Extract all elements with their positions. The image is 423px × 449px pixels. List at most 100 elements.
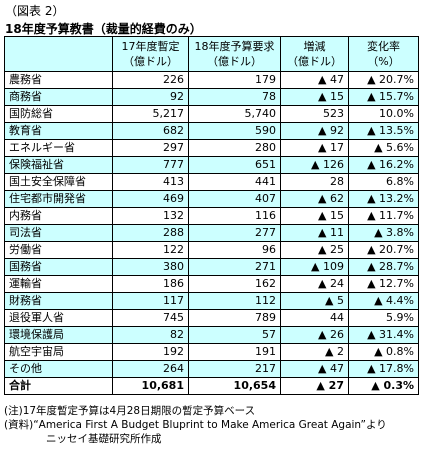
rate-cell: ▲ 0.8% bbox=[348, 343, 419, 361]
change-cell: ▲ 92 bbox=[280, 122, 349, 140]
fy17-cell: 82 bbox=[112, 326, 189, 344]
fy18-cell: 271 bbox=[188, 258, 281, 276]
change-cell: ▲ 15 bbox=[280, 207, 349, 225]
fy17-cell: 682 bbox=[112, 122, 189, 140]
fy18-cell: 789 bbox=[188, 309, 281, 327]
fy18-cell: 112 bbox=[188, 292, 281, 310]
department-cell: 労働省 bbox=[4, 241, 113, 259]
fy18-cell: 217 bbox=[188, 360, 281, 378]
header-row: 17年度暫定 （億ドル） 18年度予算要求 （億ドル） 増減 （億ドル） 変化率 （%） bbox=[4, 36, 419, 72]
table-row: 保険福祉省 777 651 ▲ 126 ▲ 16.2% bbox=[4, 156, 419, 174]
department-cell: エネルギー省 bbox=[4, 139, 113, 157]
fy17-cell: 777 bbox=[112, 156, 189, 174]
total-row: 合計 10,681 10,654 ▲ 27 ▲ 0.3% bbox=[4, 377, 419, 395]
rate-cell: ▲ 16.2% bbox=[348, 156, 419, 174]
rate-cell: ▲ 4.4% bbox=[348, 292, 419, 310]
header-fy18: 18年度予算要求 （億ドル） bbox=[188, 36, 281, 72]
department-cell: 国防総省 bbox=[4, 105, 113, 123]
change-cell: 44 bbox=[280, 309, 349, 327]
fy18-cell: 96 bbox=[188, 241, 281, 259]
rate-cell: ▲ 20.7% bbox=[348, 71, 419, 89]
table-row: エネルギー省 297 280 ▲ 17 ▲ 5.6% bbox=[4, 139, 419, 157]
change-cell: ▲ 11 bbox=[280, 224, 349, 242]
fy17-cell: 380 bbox=[112, 258, 189, 276]
fy18-cell: 651 bbox=[188, 156, 281, 174]
department-cell: 保険福祉省 bbox=[4, 156, 113, 174]
table-row: 労働省 122 96 ▲ 25 ▲ 20.7% bbox=[4, 241, 419, 259]
fy17-cell: 132 bbox=[112, 207, 189, 225]
table-row: その他 264 217 ▲ 47 ▲ 17.8% bbox=[4, 360, 419, 378]
table-row: 教育省 682 590 ▲ 92 ▲ 13.5% bbox=[4, 122, 419, 140]
department-cell: 環境保護局 bbox=[4, 326, 113, 344]
fy18-cell: 78 bbox=[188, 88, 281, 106]
rate-cell: ▲ 11.7% bbox=[348, 207, 419, 225]
fy18-cell: 5,740 bbox=[188, 105, 281, 123]
table-row: 商務省 92 78 ▲ 15 ▲ 15.7% bbox=[4, 88, 419, 106]
source-text-2: ニッセイ基礎研究所作成 bbox=[46, 433, 162, 445]
change-cell: ▲ 2 bbox=[280, 343, 349, 361]
change-cell: ▲ 27 bbox=[280, 377, 349, 395]
change-cell: ▲ 47 bbox=[280, 360, 349, 378]
note-text: (注)17年度暫定予算は4月28日期限の暫定予算ベース bbox=[4, 405, 256, 417]
change-cell: 523 bbox=[280, 105, 349, 123]
rate-cell: 6.8% bbox=[348, 173, 419, 191]
rate-cell: 10.0% bbox=[348, 105, 419, 123]
table-row: 退役軍人省 745 789 44 5.9% bbox=[4, 309, 419, 327]
fy18-cell: 441 bbox=[188, 173, 281, 191]
rate-cell: ▲ 28.7% bbox=[348, 258, 419, 276]
fy17-cell: 297 bbox=[112, 139, 189, 157]
department-cell: 商務省 bbox=[4, 88, 113, 106]
department-cell: 内務省 bbox=[4, 207, 113, 225]
department-cell: 農務省 bbox=[4, 71, 113, 89]
fy17-cell: 745 bbox=[112, 309, 189, 327]
department-cell: 退役軍人省 bbox=[4, 309, 113, 327]
fy17-cell: 264 bbox=[112, 360, 189, 378]
rate-cell: 5.9% bbox=[348, 309, 419, 327]
department-cell: 航空宇宙局 bbox=[4, 343, 113, 361]
table-row: 司法省 288 277 ▲ 11 ▲ 3.8% bbox=[4, 224, 419, 242]
rate-cell: ▲ 17.8% bbox=[348, 360, 419, 378]
rate-cell: ▲ 13.2% bbox=[348, 190, 419, 208]
table-row: 財務省 117 112 ▲ 5 ▲ 4.4% bbox=[4, 292, 419, 310]
table-row: 環境保護局 82 57 ▲ 26 ▲ 31.4% bbox=[4, 326, 419, 344]
header-fy17: 17年度暫定 （億ドル） bbox=[112, 36, 189, 72]
fy17-cell: 92 bbox=[112, 88, 189, 106]
department-cell: 国務省 bbox=[4, 258, 113, 276]
notes: (注)17年度暫定予算は4月28日期限の暫定予算ベース (資料)“America… bbox=[4, 404, 387, 446]
header-rate: 変化率 （%） bbox=[348, 36, 419, 72]
fy18-cell: 162 bbox=[188, 275, 281, 293]
table-row: 内務省 132 116 ▲ 15 ▲ 11.7% bbox=[4, 207, 419, 225]
rate-cell: ▲ 12.7% bbox=[348, 275, 419, 293]
change-cell: ▲ 24 bbox=[280, 275, 349, 293]
change-cell: ▲ 126 bbox=[280, 156, 349, 174]
fy17-cell: 288 bbox=[112, 224, 189, 242]
department-cell: 教育省 bbox=[4, 122, 113, 140]
department-cell: 合計 bbox=[4, 377, 113, 395]
table-row: 国土安全保障省 413 441 28 6.8% bbox=[4, 173, 419, 191]
fy18-cell: 57 bbox=[188, 326, 281, 344]
change-cell: ▲ 17 bbox=[280, 139, 349, 157]
rate-cell: ▲ 20.7% bbox=[348, 241, 419, 259]
change-cell: 28 bbox=[280, 173, 349, 191]
change-cell: ▲ 5 bbox=[280, 292, 349, 310]
fy17-cell: 5,217 bbox=[112, 105, 189, 123]
table-row: 航空宇宙局 192 191 ▲ 2 ▲ 0.8% bbox=[4, 343, 419, 361]
rate-cell: ▲ 13.5% bbox=[348, 122, 419, 140]
header-department bbox=[4, 36, 113, 72]
fy18-cell: 407 bbox=[188, 190, 281, 208]
department-cell: 司法省 bbox=[4, 224, 113, 242]
department-cell: 運輸省 bbox=[4, 275, 113, 293]
budget-table: 17年度暫定 （億ドル） 18年度予算要求 （億ドル） 増減 （億ドル） 変化率 （%）… bbox=[4, 36, 419, 395]
rate-cell: ▲ 15.7% bbox=[348, 88, 419, 106]
rate-cell: ▲ 0.3% bbox=[348, 377, 419, 395]
fy17-cell: 192 bbox=[112, 343, 189, 361]
department-cell: その他 bbox=[4, 360, 113, 378]
fy18-cell: 280 bbox=[188, 139, 281, 157]
table-row: 国防総省 5,217 5,740 523 10.0% bbox=[4, 105, 419, 123]
figure-label: （図表 2） bbox=[5, 4, 65, 18]
fy17-cell: 186 bbox=[112, 275, 189, 293]
fy17-cell: 10,681 bbox=[112, 377, 189, 395]
fy18-cell: 10,654 bbox=[188, 377, 281, 395]
department-cell: 財務省 bbox=[4, 292, 113, 310]
table-title: 18年度予算教書（裁量的経費のみ） bbox=[5, 22, 202, 36]
